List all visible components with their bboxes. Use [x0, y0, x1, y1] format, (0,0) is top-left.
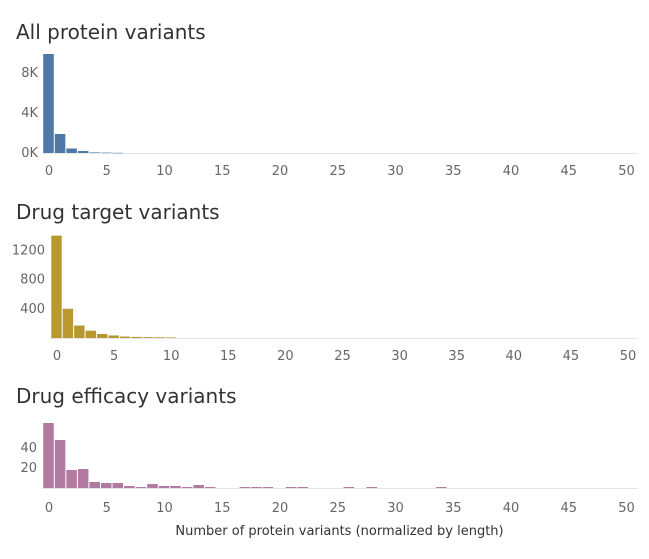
histogram-bar	[100, 483, 112, 488]
histogram-bar	[297, 487, 308, 488]
histogram-bar	[142, 337, 154, 338]
x-tick-label: 20	[272, 164, 289, 179]
y-tick-label: 800	[20, 273, 45, 288]
histogram-bar	[112, 152, 124, 154]
histogram-bar	[89, 482, 100, 488]
histogram-bar	[285, 487, 297, 488]
histogram-bar	[135, 487, 147, 488]
x-tick-label: 10	[163, 349, 180, 364]
histogram-bar	[74, 325, 85, 338]
x-tick-label: 30	[391, 349, 408, 364]
x-tick-label: 25	[329, 164, 346, 179]
x-tick-label: 20	[272, 501, 289, 516]
chart-all-protein-variants: 0K 4K 8K 0 5 10 15 20 25 30 35 40 45 50	[21, 54, 638, 179]
histogram-bar	[193, 485, 204, 488]
x-tick-label: 30	[387, 501, 404, 516]
x-tick-label: 10	[156, 164, 173, 179]
histogram-bar	[85, 330, 96, 338]
x-tick-label: 5	[103, 164, 111, 179]
x-tick-label: 40	[503, 164, 520, 179]
histogram-bar	[147, 484, 158, 488]
histogram-bar	[96, 333, 108, 338]
y-tick-label: 40	[20, 441, 37, 456]
y-tick-label: 8K	[21, 66, 38, 81]
histogram-bar	[366, 487, 378, 488]
histogram-bar	[77, 151, 89, 153]
x-tick-label: 50	[618, 501, 635, 516]
histogram-bar	[435, 487, 447, 488]
histogram-bar	[100, 152, 112, 154]
histogram-bar	[170, 486, 181, 488]
x-tick-label: 20	[277, 349, 294, 364]
x-tick-label: 50	[620, 349, 637, 364]
x-tick-label: 35	[448, 349, 465, 364]
histogram-bar	[62, 308, 74, 338]
x-tick-label: 35	[445, 501, 462, 516]
histogram-bar	[251, 487, 262, 488]
x-tick-label: 25	[329, 501, 346, 516]
x-tick-label: 45	[560, 501, 577, 516]
histogram-bar	[77, 469, 89, 488]
histogram-bar	[131, 336, 142, 338]
chart-drug-target-variants: 400 800 1200 0 5 10 15 20 25 30 35 40 45 50	[12, 235, 638, 364]
histogram-bar	[112, 483, 124, 488]
y-tick-label: 0K	[21, 146, 38, 161]
histogram-bar	[54, 134, 66, 153]
y-tick-label: 400	[20, 302, 45, 317]
histogram-bar	[119, 336, 131, 338]
histogram-bar	[43, 54, 54, 153]
histogram-bar	[43, 423, 54, 488]
histogram-bar	[54, 440, 66, 488]
histogram-bar	[204, 487, 216, 488]
x-tick-label: 0	[45, 164, 53, 179]
chart-title: All protein variants	[16, 20, 206, 44]
histogram-bar	[89, 152, 100, 153]
x-tick-label: 15	[214, 164, 231, 179]
y-tick-label: 1200	[12, 243, 45, 258]
histogram-bar	[165, 337, 176, 338]
x-tick-label: 40	[503, 501, 520, 516]
x-tick-label: 0	[45, 501, 53, 516]
histogram-bar	[154, 337, 165, 338]
x-tick-label: 25	[334, 349, 351, 364]
x-tick-label: 0	[53, 349, 61, 364]
histogram-bar	[239, 487, 251, 488]
histogram-bar	[181, 487, 193, 488]
y-tick-label: 20	[20, 461, 37, 476]
x-tick-label: 35	[445, 164, 462, 179]
x-tick-label: 45	[563, 349, 580, 364]
histogram-bar	[66, 470, 77, 488]
x-tick-label: 15	[214, 501, 231, 516]
histogram-bar	[66, 148, 77, 153]
x-tick-label: 5	[103, 501, 111, 516]
y-tick-label: 4K	[21, 106, 38, 121]
chart-title: Drug target variants	[16, 200, 220, 224]
histogram-bar	[124, 486, 135, 488]
chart-title: Drug efficacy variants	[16, 384, 237, 408]
x-tick-label: 5	[110, 349, 118, 364]
histogram-bar	[108, 335, 119, 338]
x-tick-label: 40	[506, 349, 523, 364]
x-tick-label: 45	[560, 164, 577, 179]
x-tick-label: 10	[156, 501, 173, 516]
histogram-bar	[51, 235, 62, 338]
x-tick-label: 50	[618, 164, 635, 179]
x-tick-label: 30	[387, 164, 404, 179]
x-tick-label: 15	[220, 349, 237, 364]
histogram-bar	[158, 486, 170, 488]
histogram-bar	[343, 487, 355, 488]
chart-drug-efficacy-variants: 20 40 0 5 10 15 20 25 30 35 40 45 50	[20, 423, 638, 516]
histogram-bar	[262, 487, 274, 488]
x-axis-label: Number of protein variants (normalized b…	[175, 524, 504, 539]
